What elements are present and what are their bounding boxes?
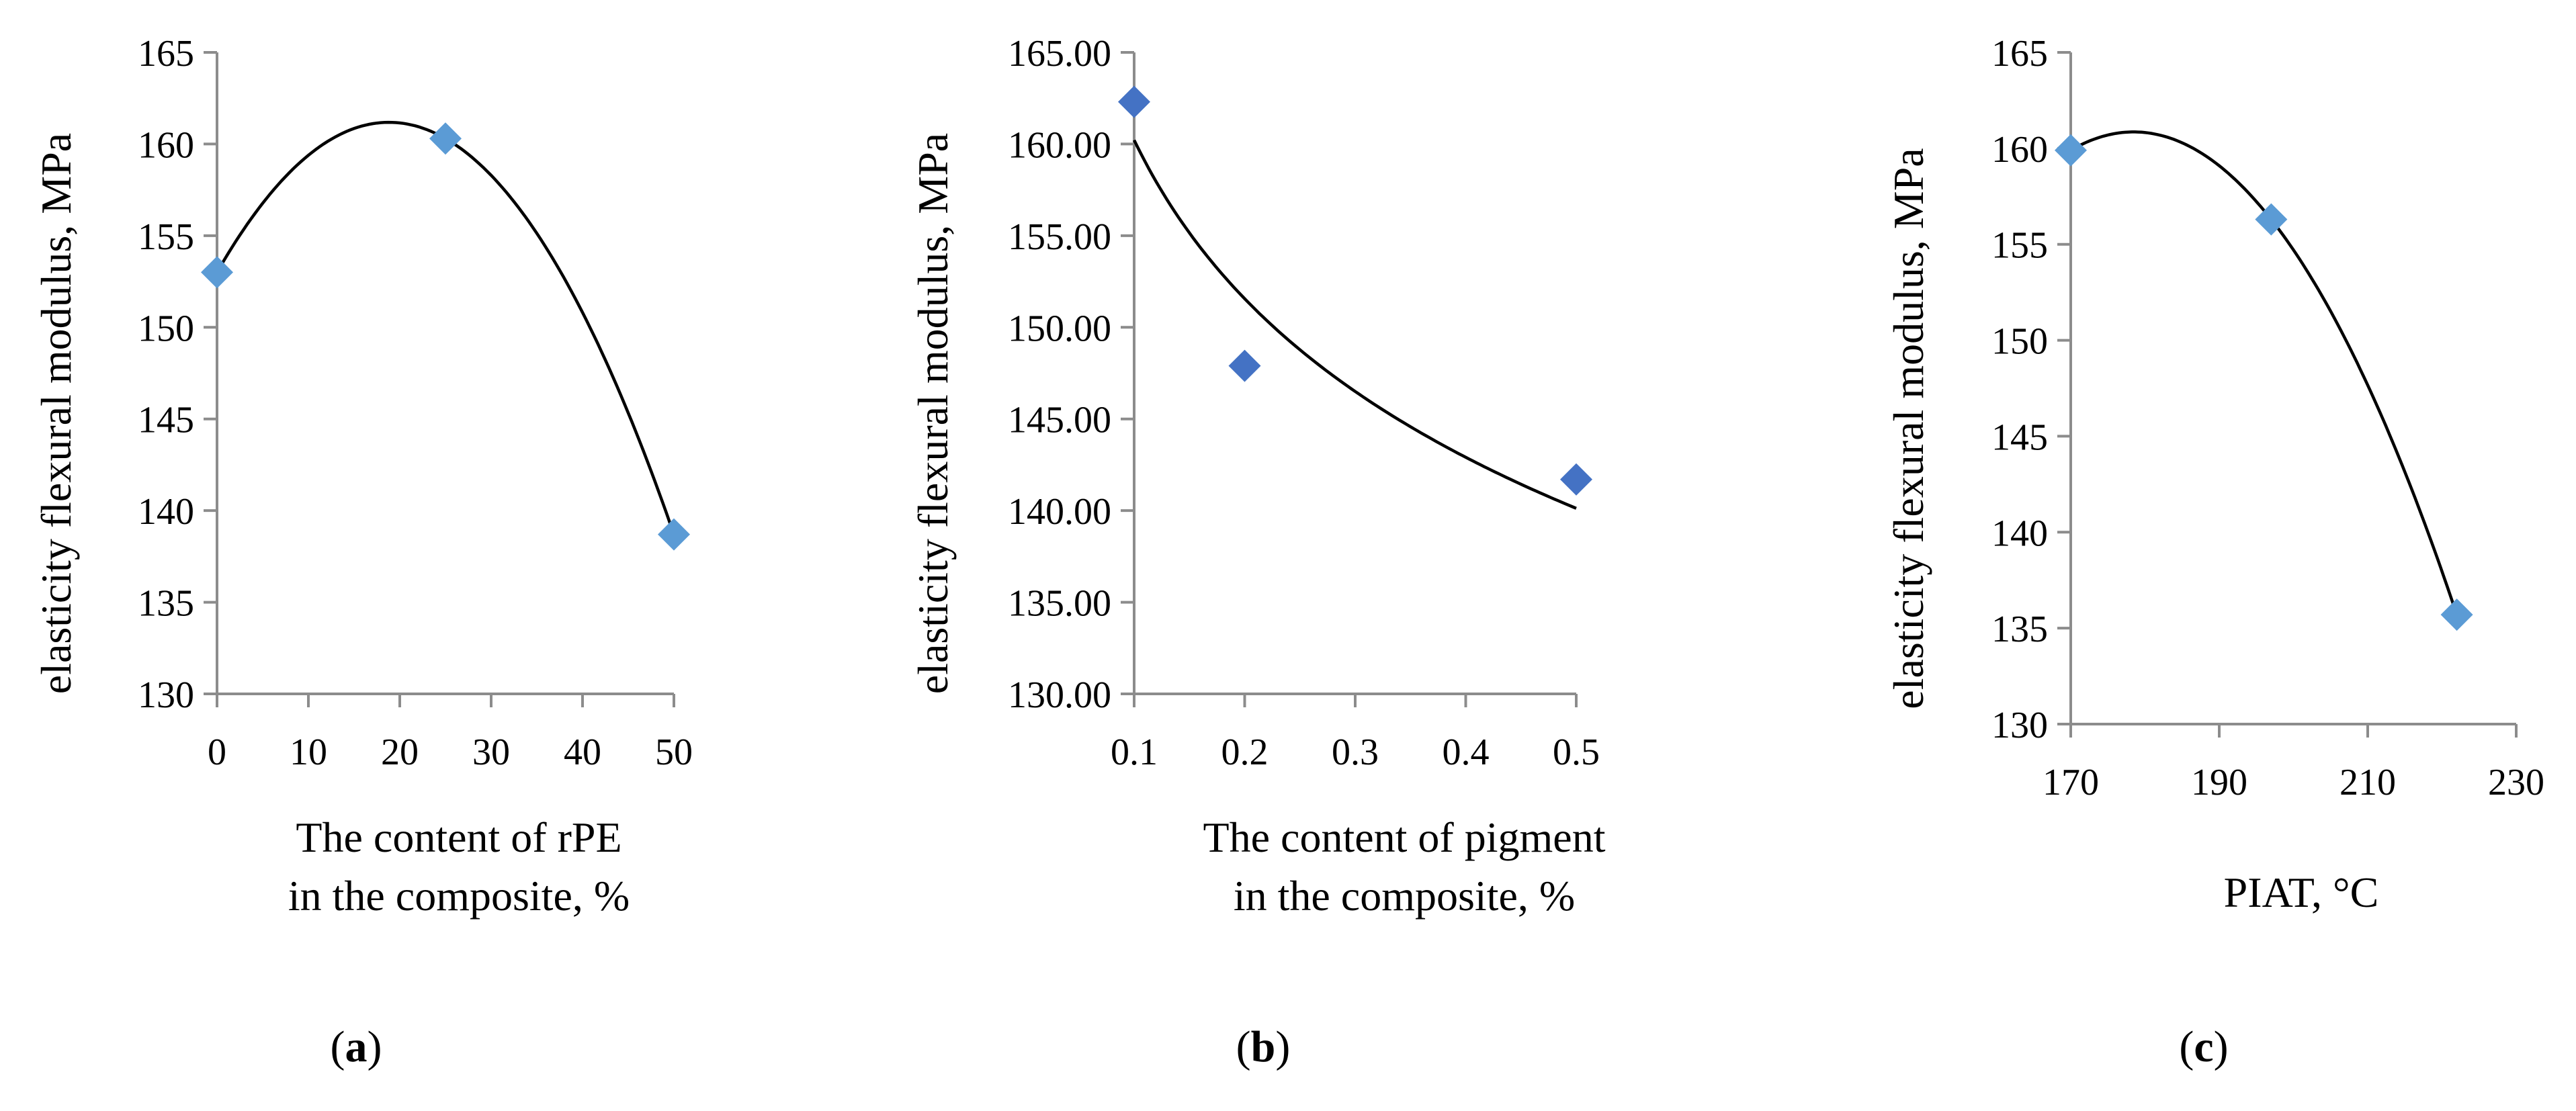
x-axis-label: The content of rPE: [296, 813, 621, 861]
y-tick-label: 140.00: [1008, 491, 1111, 533]
y-tick-label: 140: [138, 491, 194, 533]
y-tick-label: 135: [1991, 609, 2048, 650]
x-tick-label: 30: [472, 731, 510, 773]
x-axis-label: PIAT, °C: [2224, 869, 2379, 916]
x-tick-label: 10: [290, 731, 327, 773]
x-tick-label: 0.5: [1553, 731, 1600, 773]
y-tick-label: 145: [138, 400, 194, 441]
panel-label: (b): [1236, 1022, 1291, 1071]
y-tick-label: 155: [138, 216, 194, 258]
y-tick-label: 130.00: [1008, 674, 1111, 716]
y-tick-label: 150: [1991, 321, 2048, 363]
data-point: [658, 518, 690, 551]
x-tick-label: 0: [208, 731, 226, 773]
y-tick-label: 160: [138, 124, 194, 166]
x-tick-label: 0.4: [1443, 731, 1490, 773]
y-tick-label: 165.00: [1008, 33, 1111, 75]
x-axis-label: in the composite, %: [1234, 872, 1575, 920]
y-tick-label: 145.00: [1008, 400, 1111, 441]
y-tick-label: 165: [1991, 33, 2048, 75]
x-tick-label: 190: [2191, 762, 2247, 803]
data-point: [429, 122, 462, 155]
panel-label: (c): [2179, 1022, 2228, 1071]
x-tick-label: 50: [655, 731, 693, 773]
x-tick-label: 0.2: [1221, 731, 1269, 773]
x-tick-label: 0.3: [1332, 731, 1379, 773]
y-tick-label: 145: [1991, 416, 2048, 458]
trendline: [216, 120, 676, 535]
data-point: [1228, 349, 1261, 382]
y-tick-label: 150.00: [1008, 308, 1111, 349]
chart-panel-c: 130 135 140 145 150 155 160 165 170 190 210 230 elas…: [1885, 33, 2544, 1071]
y-tick-label: 160: [1991, 129, 2048, 171]
y-tick-label: 140: [1991, 513, 2048, 554]
y-tick-label: 150: [138, 308, 194, 349]
panel-label: (a): [331, 1022, 382, 1071]
trendline: [2069, 130, 2458, 615]
y-axis-label: elasticity flexural modulus, MPa: [1885, 148, 1932, 709]
y-tick-label: 135.00: [1008, 583, 1111, 625]
x-tick-label: 210: [2339, 762, 2396, 803]
data-point: [1118, 85, 1150, 118]
x-tick-label: 230: [2488, 762, 2544, 803]
data-point: [2055, 134, 2087, 167]
y-tick-label: 160.00: [1008, 124, 1111, 166]
y-axis-label: elasticity flexural modulus, MPa: [32, 133, 80, 694]
data-point: [1560, 463, 1592, 496]
x-tick-label: 170: [2043, 762, 2099, 803]
data-point: [2255, 203, 2288, 236]
x-axis-label: The content of pigment: [1203, 813, 1606, 861]
data-point: [201, 256, 233, 289]
x-axis-label: in the composite, %: [288, 872, 630, 920]
y-tick-label: 130: [138, 674, 194, 716]
x-tick-label: 40: [564, 731, 601, 773]
y-tick-label: 155.00: [1008, 216, 1111, 258]
y-tick-label: 155: [1991, 225, 2048, 267]
data-point: [2440, 598, 2473, 631]
x-tick-label: 20: [381, 731, 419, 773]
y-tick-label: 165: [138, 33, 194, 75]
x-tick-label: 0.1: [1111, 731, 1158, 773]
y-axis-label: elasticity flexural modulus, MPa: [909, 133, 957, 694]
y-tick-label: 135: [138, 583, 194, 625]
trendline: [1132, 139, 1577, 510]
chart-panel-a: 130 135 140 145 150 155 160 165 0 10 20 30 40 50 elast…: [32, 33, 693, 1071]
y-tick-label: 130: [1991, 705, 2048, 746]
chart-panel-b: 130.00 135.00 140.00 145.00 150.00 155.00 160.…: [909, 33, 1606, 1071]
